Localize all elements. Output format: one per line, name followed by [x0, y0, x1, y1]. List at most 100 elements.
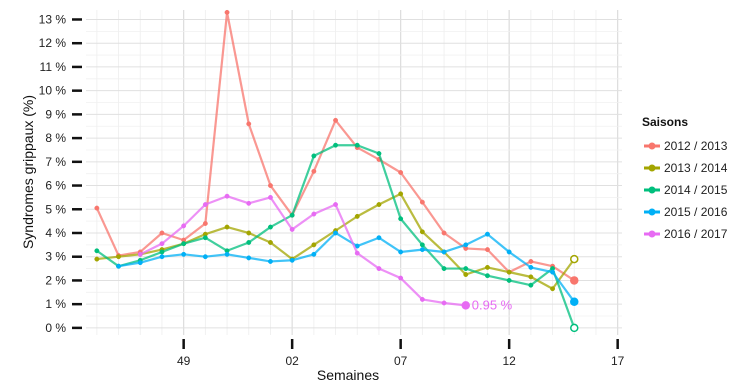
data-point	[94, 205, 100, 211]
data-point	[570, 297, 579, 307]
data-point	[398, 249, 404, 255]
data-point	[398, 170, 404, 175]
y-axis: 0 % 1 % 2 % 3 % 4 % 5 % 6 % 7 % 8 % 9 % 10 % 11 % 12…	[39, 12, 82, 335]
legend-label: 2014 / 2015	[664, 183, 728, 197]
data-point	[311, 168, 317, 174]
data-point	[506, 269, 512, 275]
data-point	[441, 266, 447, 272]
data-point	[137, 260, 143, 266]
data-point	[246, 121, 252, 127]
data-point	[202, 221, 208, 226]
data-point	[441, 230, 447, 236]
data-point	[376, 202, 382, 207]
data-point	[376, 266, 382, 272]
data-point	[268, 194, 273, 200]
data-point	[246, 240, 252, 245]
series-20152016	[116, 230, 579, 307]
y-tick-label: 4 %	[45, 226, 66, 240]
data-point	[419, 247, 425, 253]
data-point	[159, 241, 165, 247]
legend-swatch-point	[648, 142, 656, 150]
y-tick-label: 0 %	[45, 321, 66, 335]
data-point	[333, 202, 339, 207]
data-point	[463, 266, 469, 272]
data-point	[224, 224, 230, 230]
data-point	[485, 273, 490, 279]
data-point	[485, 231, 490, 237]
data-point	[354, 213, 360, 219]
data-point	[354, 142, 360, 148]
legend-label: 2012 / 2013	[664, 139, 728, 153]
legend-item: 2014 / 2015	[644, 183, 728, 197]
data-point	[159, 254, 165, 260]
data-point	[506, 249, 512, 255]
data-point	[463, 242, 469, 248]
data-point	[181, 251, 187, 257]
y-tick-label: 6 %	[45, 179, 66, 193]
data-point	[550, 286, 556, 292]
data-point	[398, 216, 404, 222]
data-point	[570, 276, 579, 285]
legend-label: 2016 / 2017	[664, 227, 728, 241]
data-point	[550, 269, 556, 275]
data-point	[506, 277, 512, 283]
data-point	[116, 263, 122, 269]
data-point	[485, 264, 490, 270]
data-point	[419, 229, 425, 235]
data-point	[289, 212, 295, 218]
y-tick-label: 9 %	[45, 107, 66, 121]
data-point	[528, 282, 534, 288]
y-tick-label: 1 %	[45, 297, 66, 311]
y-tick-label: 13 %	[39, 12, 67, 26]
data-point	[570, 323, 579, 333]
data-point	[376, 235, 382, 241]
data-point	[159, 249, 165, 255]
data-point	[419, 296, 425, 302]
y-tick-label: 8 %	[45, 131, 66, 145]
data-point	[202, 254, 208, 260]
data-point	[311, 211, 317, 217]
data-point	[528, 259, 534, 264]
x-tick-label: 12	[502, 354, 516, 368]
series-line	[118, 231, 576, 303]
series-line	[139, 195, 466, 307]
legend-swatch-point	[648, 208, 656, 216]
data-point	[268, 224, 273, 230]
legend-title: Saisons	[642, 115, 688, 129]
data-point	[354, 250, 360, 256]
legend-label: 2013 / 2014	[664, 161, 728, 175]
chart-grid	[86, 10, 622, 335]
data-point	[463, 272, 469, 277]
chart-annotations: 0.95 %	[472, 297, 513, 312]
legend-swatch-point	[648, 164, 656, 172]
data-point	[268, 183, 273, 188]
data-point	[398, 191, 404, 197]
data-point	[528, 274, 534, 280]
data-point	[94, 256, 100, 262]
data-point	[181, 223, 187, 229]
data-point	[289, 257, 295, 263]
data-point	[246, 255, 252, 261]
y-tick-label: 11 %	[40, 60, 67, 74]
data-point	[181, 241, 187, 247]
data-point	[159, 230, 165, 236]
data-point	[224, 251, 230, 257]
data-point	[333, 230, 339, 236]
data-point	[528, 264, 534, 270]
y-tick-label: 2 %	[45, 273, 66, 287]
chart-series	[94, 9, 579, 333]
legend-item: 2016 / 2017	[644, 227, 728, 241]
data-point	[246, 200, 252, 206]
data-point	[246, 230, 252, 236]
data-point	[268, 259, 273, 264]
data-point	[224, 9, 230, 15]
data-point	[94, 248, 100, 254]
series-20162017	[137, 193, 471, 310]
data-point	[202, 235, 208, 241]
legend-label: 2015 / 2016	[664, 205, 728, 219]
y-tick-label: 3 %	[45, 250, 66, 264]
data-point	[485, 247, 490, 253]
data-point	[224, 193, 230, 199]
data-point	[116, 254, 122, 260]
